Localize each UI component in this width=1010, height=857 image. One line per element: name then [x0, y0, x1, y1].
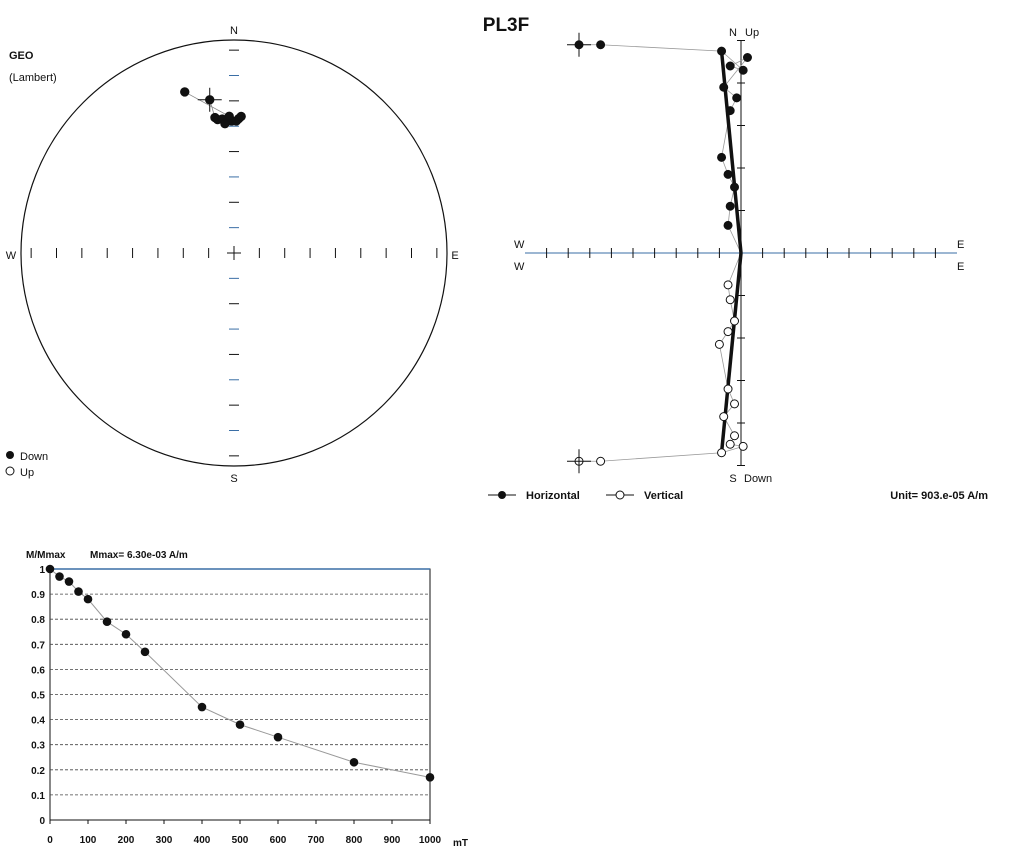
unit-label: Unit= 903.e-05 A/m: [890, 490, 988, 502]
demag-x-tick-label: 1000: [419, 835, 442, 846]
zij-series-path: [579, 252, 744, 462]
stereonet-south-label: S: [230, 473, 237, 485]
stereonet-point: [236, 111, 246, 122]
demag-x-tick-label: 200: [118, 835, 135, 846]
zij-vertical-point: [596, 456, 606, 466]
zij-east-v-label: E: [957, 261, 964, 273]
demag-y-tick-label: 0.2: [31, 766, 45, 777]
demag-point: [83, 594, 93, 604]
demag-y-tick-label: 0.8: [31, 615, 45, 626]
demag-x-tick-label: 500: [232, 835, 249, 846]
zij-down-label: Down: [744, 473, 772, 485]
demag-point: [235, 720, 245, 729]
legend-down-label: Down: [20, 451, 48, 463]
stereonet-east-label: E: [451, 250, 458, 262]
demag-y-tick-label: 0.6: [31, 665, 45, 676]
demag-point: [121, 629, 131, 639]
demag-y-tick-label: 1: [39, 565, 45, 576]
stereonet-panel: GEO (Lambert) N S W E Down Up: [5, 25, 459, 485]
legend-vertical-label: Vertical: [644, 490, 683, 502]
zij-vertical-point: [730, 316, 740, 326]
demag-point: [425, 773, 435, 782]
zij-vertical-point: [730, 399, 740, 409]
demag-mmax-annotation: Mmax= 6.30e-03 A/m: [90, 550, 188, 561]
demag-x-tick-label: 700: [308, 835, 325, 846]
zij-south-label: S: [729, 473, 736, 485]
stereonet-primitive-circle: [20, 39, 448, 467]
zij-horizontal-point: [596, 40, 606, 50]
demag-y-tick-label: 0.3: [31, 741, 45, 752]
legend-horizontal-marker: [498, 491, 506, 499]
legend-vertical-marker: [615, 490, 625, 500]
demag-x-tick-label: 600: [270, 835, 287, 846]
demag-point: [74, 587, 83, 596]
zij-north-label: N: [729, 27, 737, 39]
zij-vertical-point: [714, 339, 724, 349]
zij-vertical-point: [719, 412, 729, 422]
zij-horizontal-point: [723, 220, 733, 230]
zij-horizontal-point: [730, 182, 740, 192]
zij-horizontal-point: [723, 169, 733, 179]
zij-horizontal-point: [738, 65, 748, 75]
zij-up-label: Up: [745, 27, 759, 39]
stereonet-west-label: W: [6, 250, 17, 262]
demag-point: [64, 577, 74, 586]
zij-west-v-label: W: [514, 261, 525, 273]
demag-point: [349, 757, 359, 767]
stereonet-point: [220, 118, 230, 129]
demag-ylabel: M/Mmax: [26, 550, 66, 561]
stereonet-point: [224, 111, 234, 122]
demag-point: [55, 572, 64, 581]
demag-xlabel: mT: [453, 838, 468, 849]
zij-horizontal-point: [725, 61, 735, 71]
demag-x-tick-label: 0: [47, 835, 53, 846]
legend-up-marker: [5, 466, 15, 476]
zij-vertical-point: [717, 448, 727, 458]
zij-horizontal-point: [725, 106, 735, 116]
zij-east-h-label: E: [957, 239, 964, 251]
demag-point: [45, 564, 55, 574]
demagnetization-panel: M/Mmax Mmax= 6.30e-03 A/m mT 0 0.1 0.2 0.3 0…: [26, 550, 468, 849]
legend-horizontal-label: Horizontal: [526, 490, 580, 502]
figure-title: PL3F: [483, 15, 529, 36]
demag-x-tick-label: 400: [194, 835, 211, 846]
zij-vertical-point: [723, 327, 733, 337]
zij-horizontal-point: [732, 93, 742, 103]
zij-vertical-point: [725, 295, 735, 305]
zij-vertical-point: [723, 384, 733, 394]
demag-x-tick-label: 800: [346, 835, 363, 846]
demag-x-tick-label: 300: [156, 835, 173, 846]
zij-vertical-point: [723, 280, 733, 290]
zij-horizontal-point: [742, 53, 752, 62]
demag-x-tick-label: 100: [80, 835, 97, 846]
demag-point: [102, 617, 112, 627]
legend-down-marker: [6, 451, 14, 459]
zij-west-h-label: W: [514, 239, 525, 251]
stereonet-projection-label: (Lambert): [9, 72, 57, 84]
zijderveld-panel: N Up S Down W W E E Horizontal Vertical …: [488, 27, 988, 502]
demag-y-tick-label: 0.5: [31, 691, 45, 702]
zij-horizontal-point: [719, 82, 729, 92]
legend-up-label: Up: [20, 467, 34, 479]
zij-vertical-point: [738, 441, 748, 451]
demag-point: [140, 647, 150, 657]
demag-point: [197, 702, 207, 712]
demag-y-tick-label: 0.7: [31, 640, 45, 651]
demag-y-tick-label: 0.4: [31, 716, 45, 727]
zij-horizontal-point: [717, 46, 727, 56]
demag-y-tick-label: 0: [39, 816, 45, 827]
demag-x-tick-label: 900: [384, 835, 401, 846]
stereonet-label: GEO: [9, 50, 34, 62]
demag-curve: [49, 568, 431, 778]
zij-vertical-point: [730, 431, 740, 441]
demag-y-tick-label: 0.9: [31, 590, 45, 601]
zij-vertical-point: [725, 439, 735, 449]
stereonet-north-label: N: [230, 25, 238, 37]
zij-horizontal-point: [725, 201, 735, 211]
stereonet-point: [180, 87, 190, 97]
demag-y-tick-label: 0.1: [31, 791, 45, 802]
zij-horizontal-point: [717, 152, 727, 162]
demag-point: [273, 732, 283, 742]
